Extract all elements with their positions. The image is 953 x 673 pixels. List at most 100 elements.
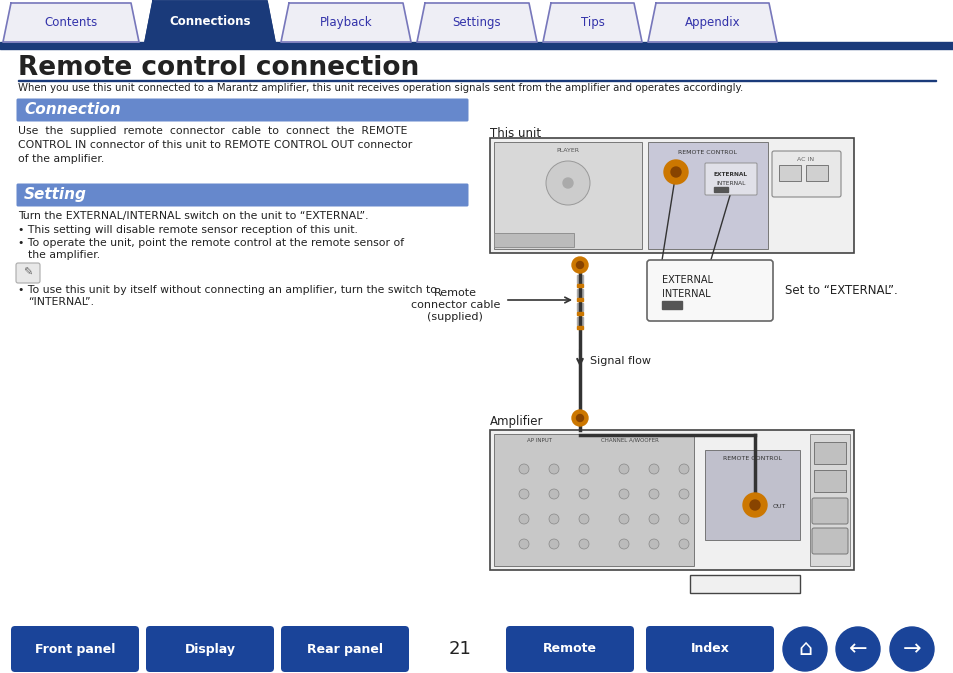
Circle shape (742, 493, 766, 517)
Polygon shape (3, 3, 139, 42)
Text: ✎: ✎ (23, 268, 32, 278)
FancyBboxPatch shape (16, 184, 468, 207)
Bar (647, 142, 767, 249)
Circle shape (548, 539, 558, 549)
Text: • To operate the unit, point the remote control at the remote sensor of: • To operate the unit, point the remote … (18, 238, 404, 248)
Bar (577, 326, 582, 329)
Circle shape (835, 627, 879, 671)
Bar (809, 434, 849, 566)
Polygon shape (416, 3, 537, 42)
Polygon shape (542, 3, 641, 42)
FancyBboxPatch shape (771, 151, 841, 197)
Circle shape (648, 514, 659, 524)
Circle shape (679, 464, 688, 474)
Bar (577, 312, 582, 315)
Circle shape (679, 539, 688, 549)
Circle shape (562, 178, 573, 188)
Bar (494, 142, 641, 249)
Text: This unit: This unit (490, 127, 540, 140)
Circle shape (618, 514, 628, 524)
Text: AC IN: AC IN (797, 157, 814, 162)
Text: OUT: OUT (772, 505, 785, 509)
Circle shape (576, 415, 583, 421)
Text: Remote: Remote (542, 643, 597, 656)
Text: Set to “EXTERNAL”.: Set to “EXTERNAL”. (784, 285, 897, 297)
Bar (494, 434, 693, 566)
Text: PLAYER: PLAYER (556, 148, 578, 153)
Text: Remote
connector cable
(supplied): Remote connector cable (supplied) (410, 289, 499, 322)
Text: Index: Index (690, 643, 729, 656)
Text: Signal flow: Signal flow (589, 357, 650, 367)
Text: AP INPUT: AP INPUT (527, 438, 552, 443)
Circle shape (749, 500, 760, 510)
Circle shape (578, 464, 588, 474)
Circle shape (545, 161, 589, 205)
FancyBboxPatch shape (811, 528, 847, 554)
Bar (577, 284, 582, 287)
Text: EXTERNAL: EXTERNAL (661, 275, 712, 285)
FancyBboxPatch shape (505, 626, 634, 672)
Circle shape (648, 464, 659, 474)
Bar (490, 430, 853, 570)
Text: “INTERNAL”.: “INTERNAL”. (28, 297, 94, 307)
Text: ⌂: ⌂ (797, 639, 811, 659)
Bar (704, 450, 800, 540)
FancyBboxPatch shape (645, 626, 773, 672)
Circle shape (578, 489, 588, 499)
Bar (805, 165, 827, 181)
Circle shape (518, 539, 529, 549)
Text: CHANNEL A/WOOFER: CHANNEL A/WOOFER (600, 438, 659, 443)
Text: Appendix: Appendix (684, 16, 740, 29)
FancyBboxPatch shape (11, 626, 139, 672)
Text: Connection: Connection (24, 102, 121, 118)
Bar (577, 275, 582, 283)
Text: Display: Display (184, 643, 235, 656)
Circle shape (578, 514, 588, 524)
Circle shape (572, 257, 587, 273)
Text: →: → (902, 639, 921, 659)
Circle shape (679, 489, 688, 499)
Text: Setting: Setting (24, 188, 87, 203)
FancyBboxPatch shape (646, 260, 772, 321)
Bar (490, 138, 853, 253)
Text: REMOTE CONTROL: REMOTE CONTROL (678, 150, 737, 155)
Text: the amplifier.: the amplifier. (28, 250, 100, 260)
Bar (577, 317, 582, 325)
FancyBboxPatch shape (811, 498, 847, 524)
Text: • This setting will disable remote sensor reception of this unit.: • This setting will disable remote senso… (18, 225, 357, 235)
Circle shape (670, 167, 680, 177)
Polygon shape (145, 1, 274, 42)
Bar (661, 301, 681, 309)
Bar (0, 42, 953, 49)
Polygon shape (647, 3, 776, 42)
Text: Amplifier: Amplifier (490, 415, 543, 428)
Circle shape (518, 464, 529, 474)
FancyBboxPatch shape (16, 263, 40, 283)
Text: Remote control connection: Remote control connection (18, 55, 418, 81)
Circle shape (548, 514, 558, 524)
Circle shape (618, 539, 628, 549)
FancyBboxPatch shape (146, 626, 274, 672)
Text: INTERNAL: INTERNAL (716, 181, 745, 186)
Text: Contents: Contents (45, 16, 97, 29)
Circle shape (548, 489, 558, 499)
Text: When you use this unit connected to a Marantz amplifier, this unit receives oper: When you use this unit connected to a Ma… (18, 83, 742, 93)
Circle shape (518, 489, 529, 499)
Text: Tips: Tips (580, 16, 604, 29)
Circle shape (548, 464, 558, 474)
Text: ←: ← (848, 639, 866, 659)
Bar (689, 575, 800, 593)
Bar (779, 165, 801, 181)
Bar (713, 187, 727, 192)
FancyBboxPatch shape (704, 163, 757, 195)
Circle shape (648, 489, 659, 499)
Circle shape (663, 160, 687, 184)
Text: Playback: Playback (319, 16, 372, 29)
FancyBboxPatch shape (281, 626, 409, 672)
Circle shape (576, 262, 583, 269)
Text: Front panel: Front panel (34, 643, 115, 656)
Circle shape (518, 514, 529, 524)
Bar (813, 470, 845, 492)
Bar (577, 298, 582, 301)
Polygon shape (281, 3, 411, 42)
